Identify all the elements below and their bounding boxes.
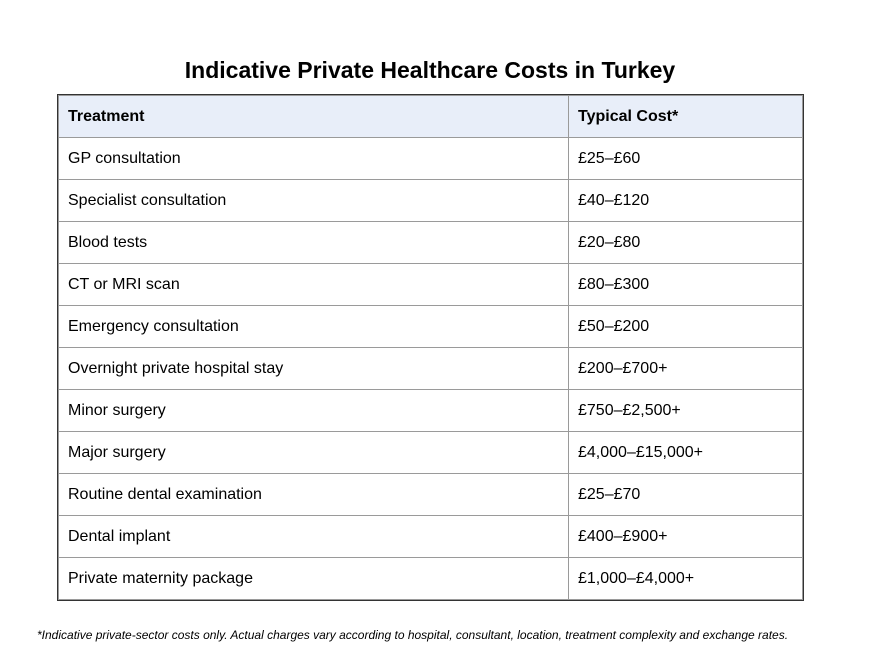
cost-cell: £4,000–£15,000+ (568, 431, 803, 474)
table-row: GP consultation £25–£60 (58, 137, 803, 180)
cost-cell: £25–£70 (568, 473, 803, 516)
table-row: Specialist consultation £40–£120 (58, 179, 803, 222)
treatment-cell: Specialist consultation (58, 179, 569, 222)
cost-cell: £400–£900+ (568, 515, 803, 558)
cost-cell: £25–£60 (568, 137, 803, 180)
table-row: Routine dental examination £25–£70 (58, 473, 803, 516)
table-row: Minor surgery £750–£2,500+ (58, 389, 803, 432)
table-row: Blood tests £20–£80 (58, 221, 803, 264)
cost-cell: £40–£120 (568, 179, 803, 222)
table-row: Dental implant £400–£900+ (58, 515, 803, 558)
cost-cell: £1,000–£4,000+ (568, 557, 803, 600)
table-header-row: Treatment Typical Cost* (58, 95, 803, 138)
treatment-cell: Overnight private hospital stay (58, 347, 569, 390)
costs-table: Treatment Typical Cost* GP consultation … (57, 94, 804, 601)
treatment-cell: GP consultation (58, 137, 569, 180)
treatment-cell: Minor surgery (58, 389, 569, 432)
table-row: Private maternity package £1,000–£4,000+ (58, 557, 803, 600)
treatment-cell: Dental implant (58, 515, 569, 558)
treatment-cell: Major surgery (58, 431, 569, 474)
cost-cell: £50–£200 (568, 305, 803, 348)
cost-cell: £750–£2,500+ (568, 389, 803, 432)
column-header-treatment: Treatment (58, 95, 569, 138)
treatment-cell: Emergency consultation (58, 305, 569, 348)
treatment-cell: Routine dental examination (58, 473, 569, 516)
table-row: Overnight private hospital stay £200–£70… (58, 347, 803, 390)
column-header-typical-cost: Typical Cost* (568, 95, 803, 138)
page-title: Indicative Private Healthcare Costs in T… (184, 57, 676, 83)
treatment-cell: Private maternity package (58, 557, 569, 600)
treatment-cell: CT or MRI scan (58, 263, 569, 306)
cost-cell: £200–£700+ (568, 347, 803, 390)
table-row: CT or MRI scan £80–£300 (58, 263, 803, 306)
cost-cell: £20–£80 (568, 221, 803, 264)
footnote: *Indicative private-sector costs only. A… (37, 628, 789, 642)
treatment-cell: Blood tests (58, 221, 569, 264)
cost-cell: £80–£300 (568, 263, 803, 306)
table-row: Major surgery £4,000–£15,000+ (58, 431, 803, 474)
table-row: Emergency consultation £50–£200 (58, 305, 803, 348)
